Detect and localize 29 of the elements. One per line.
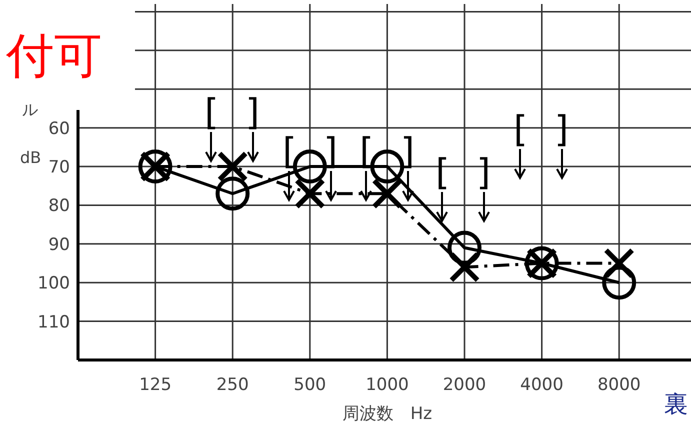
- x-tick-label: 2000: [442, 375, 486, 395]
- x-tick-label: 8000: [597, 375, 641, 395]
- point: [604, 248, 635, 279]
- text: ル: [22, 100, 38, 119]
- x-tick-label: 1000: [366, 375, 409, 395]
- text: 裏: [664, 390, 688, 418]
- x-tick-label: 4000: [520, 375, 564, 395]
- y-tick-label: 110: [38, 312, 70, 332]
- y-tick-label: 80: [48, 196, 70, 216]
- y-axis-title: dB: [20, 148, 42, 167]
- x-tick-label: 250: [216, 375, 249, 395]
- point: [602, 266, 636, 300]
- point: [448, 230, 482, 265]
- y-tick-label: 70: [48, 157, 70, 178]
- y-tick-label: 90: [48, 234, 70, 255]
- point: [370, 150, 404, 184]
- point: [294, 178, 326, 210]
- y-tick-label: 60: [48, 118, 70, 139]
- point: [217, 151, 248, 182]
- point: [449, 252, 480, 283]
- x-tick-label: 500: [294, 375, 326, 395]
- annotation: [ ]: [199, 92, 265, 134]
- point: [216, 176, 250, 211]
- annotation: 付可: [5, 28, 102, 84]
- y-tick-label: 100: [38, 274, 70, 294]
- point: [372, 178, 403, 210]
- point: [292, 150, 327, 184]
- x-axis-title: 周波数 Hz: [342, 404, 432, 424]
- x-tick-label: 125: [139, 375, 172, 395]
